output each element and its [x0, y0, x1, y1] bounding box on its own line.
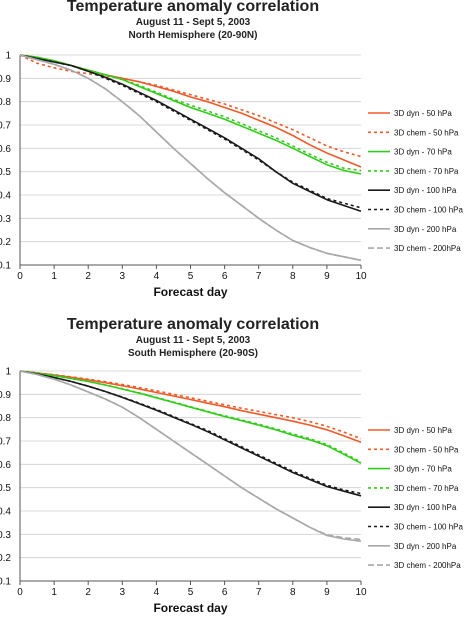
chart-south-hemisphere: Temperature anomaly correlation August 1…	[0, 316, 474, 619]
y-tick-label: 0.3	[0, 530, 11, 541]
x-tick-label: 6	[222, 271, 228, 282]
y-tick-label: 0.2	[0, 237, 11, 248]
y-tick-label: 0.7	[0, 121, 11, 132]
x-tick-label: 1	[51, 587, 57, 598]
legend-label: 3D chem - 50 hPa	[394, 128, 459, 137]
x-tick-label: 9	[324, 587, 330, 598]
y-tick-label: 0.6	[0, 144, 11, 155]
x-tick-label: 1	[51, 271, 57, 282]
y-tick-label: 0.9	[0, 390, 11, 401]
series-line-5	[19, 370, 362, 497]
x-tick-label: 9	[324, 271, 330, 282]
x-tick-label: 0	[17, 271, 23, 282]
legend-label: 3D dyn - 200 hPa	[394, 225, 457, 234]
y-tick-label: 0.7	[0, 437, 11, 448]
x-tick-label: 4	[154, 587, 160, 598]
line-chart-south: 0.10.20.30.40.50.60.70.80.91012345678910…	[0, 367, 463, 616]
legend-label: 3D chem - 70 hPa	[394, 484, 459, 493]
legend-label: 3D dyn - 100 hPa	[394, 503, 457, 512]
legend-label: 3D chem - 100 hPa	[394, 523, 463, 532]
x-tick-label: 5	[188, 271, 194, 282]
y-tick-label: 0.3	[0, 214, 11, 225]
series-line-0	[19, 370, 362, 443]
x-tick-label: 0	[17, 587, 23, 598]
legend-label: 3D chem - 50 hPa	[394, 445, 459, 454]
y-tick-label: 0.6	[0, 460, 11, 471]
x-tick-label: 7	[256, 271, 262, 282]
x-axis-label: Forecast day	[153, 601, 227, 615]
y-tick-label: 0.1	[0, 577, 11, 588]
legend-label: 3D chem - 100 hPa	[394, 206, 463, 215]
series-line-3	[19, 370, 362, 463]
x-tick-label: 7	[256, 587, 262, 598]
legend-label: 3D dyn - 70 hPa	[394, 465, 452, 474]
legend-label: 3D dyn - 200 hPa	[394, 542, 457, 551]
chart-title: Temperature anomaly correlation	[66, 0, 320, 15]
x-tick-label: 10	[355, 271, 367, 282]
legend-label: 3D dyn - 50 hPa	[394, 426, 452, 435]
x-tick-label: 8	[290, 271, 296, 282]
y-tick-label: 0.1	[0, 261, 11, 272]
y-tick-label: 0.5	[0, 167, 11, 178]
series-line-6	[19, 54, 362, 262]
legend-label: 3D dyn - 70 hPa	[394, 148, 452, 157]
x-tick-label: 4	[154, 271, 160, 282]
x-tick-label: 2	[85, 271, 91, 282]
x-tick-label: 3	[120, 271, 126, 282]
y-tick-label: 0.2	[0, 553, 11, 564]
x-tick-label: 5	[188, 587, 194, 598]
series-line-7	[19, 370, 362, 541]
series-line-6	[19, 370, 362, 543]
legend-label: 3D chem - 200hPa	[394, 244, 461, 253]
legend-label: 3D chem - 70 hPa	[394, 167, 459, 176]
x-tick-label: 6	[222, 587, 228, 598]
series-line-4	[19, 370, 362, 495]
y-tick-label: 0.4	[0, 507, 11, 518]
chart-subtitle-region: North Hemisphere (20-90N)	[128, 30, 258, 41]
y-tick-label: 0.5	[0, 483, 11, 494]
x-tick-label: 3	[120, 587, 126, 598]
y-tick-label: 1	[5, 51, 11, 62]
legend-label: 3D dyn - 100 hPa	[394, 186, 457, 195]
x-tick-label: 10	[355, 587, 367, 598]
chart-subtitle-dates: August 11 - Sept 5, 2003	[135, 335, 251, 346]
y-tick-label: 0.8	[0, 97, 11, 108]
series-line-5	[19, 54, 362, 209]
y-tick-label: 0.4	[0, 191, 11, 202]
legend-label: 3D chem - 200hPa	[394, 561, 461, 570]
series-line-1	[19, 54, 362, 158]
series-line-1	[19, 370, 362, 440]
chart-subtitle-dates: August 11 - Sept 5, 2003	[135, 17, 251, 28]
x-tick-label: 2	[85, 587, 91, 598]
series-line-3	[19, 54, 362, 172]
legend-label: 3D dyn - 50 hPa	[394, 109, 452, 118]
y-tick-label: 1	[5, 367, 11, 378]
series-line-4	[19, 54, 362, 213]
chart-title: Temperature anomaly correlation	[66, 316, 320, 333]
series-line-7	[19, 54, 362, 262]
y-tick-label: 0.9	[0, 74, 11, 85]
x-axis-label: Forecast day	[153, 285, 227, 299]
chart-subtitle-region: South Hemisphere (20-90S)	[127, 348, 259, 359]
x-tick-label: 8	[290, 587, 296, 598]
y-tick-label: 0.8	[0, 413, 11, 424]
series-line-2	[19, 54, 362, 175]
chart-north-hemisphere: Temperature anomaly correlation August 1…	[0, 0, 463, 300]
line-chart-north: 0.10.20.30.40.50.60.70.80.91012345678910…	[0, 51, 463, 300]
